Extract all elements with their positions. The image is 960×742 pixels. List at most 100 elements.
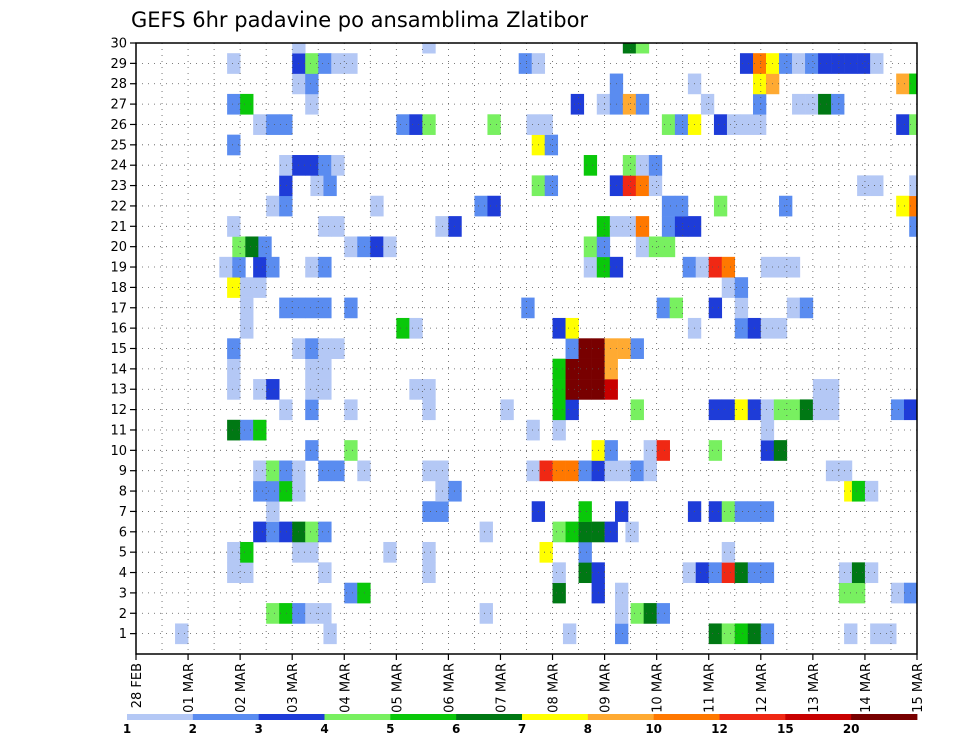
- legend-label: 6: [452, 722, 460, 736]
- heatmap-cell: [604, 338, 618, 359]
- x-tick-label: 11 MAR: [703, 663, 718, 713]
- heatmap-cell: [909, 216, 918, 237]
- heatmap-cell: [622, 175, 637, 197]
- heatmap-cell: [635, 175, 650, 197]
- heatmap-cell: [883, 623, 897, 645]
- heatmap-cell: [792, 53, 806, 74]
- heatmap-cell: [604, 379, 618, 400]
- heatmap-cell: [596, 216, 611, 237]
- heatmap-cell: [630, 460, 644, 482]
- x-tick-label: 10 MAR: [651, 663, 666, 713]
- heatmap-cell: [661, 216, 676, 237]
- heatmap-cell: [227, 358, 241, 380]
- heatmap-cell: [635, 93, 650, 115]
- heatmap-cell: [708, 399, 723, 421]
- y-tick-label: 6: [119, 525, 127, 540]
- heatmap-cell: [734, 399, 749, 421]
- heatmap-cell: [318, 603, 332, 624]
- heatmap-cell: [331, 53, 345, 74]
- heatmap-cell: [479, 521, 493, 543]
- y-tick-label: 30: [110, 37, 127, 52]
- heatmap-cell: [695, 562, 710, 584]
- heatmap-cell: [305, 297, 319, 319]
- heatmap-cell: [596, 256, 611, 278]
- heatmap-cell: [773, 399, 788, 421]
- legend-label: 1: [123, 722, 131, 736]
- heatmap-cell: [323, 623, 337, 645]
- heatmap-cell: [643, 603, 657, 624]
- y-tick-label: 12: [110, 403, 127, 418]
- heatmap-cell: [552, 358, 566, 380]
- heatmap-cell: [565, 358, 579, 380]
- heatmap-cell: [617, 338, 631, 359]
- heatmap-cell: [253, 521, 267, 543]
- heatmap-cell: [617, 460, 631, 482]
- heatmap-cell: [851, 562, 866, 584]
- x-tick-label: 04 MAR: [338, 663, 353, 713]
- legend-label: 10: [645, 722, 662, 736]
- y-tick-label: 9: [119, 464, 127, 479]
- legend-label: 7: [518, 722, 526, 736]
- heatmap-cell: [565, 317, 579, 339]
- heatmap-cell: [622, 216, 637, 237]
- heatmap-cell: [615, 582, 629, 604]
- heatmap-cell: [245, 236, 259, 258]
- y-tick-label: 29: [110, 57, 127, 72]
- y-tick-label: 21: [110, 220, 127, 235]
- heatmap-cell: [526, 419, 540, 441]
- heatmap-cell: [625, 521, 639, 543]
- heatmap-cell: [279, 460, 293, 482]
- heatmap-cell: [253, 460, 267, 482]
- y-tick-label: 27: [110, 98, 127, 113]
- x-axis: 28 FEB 01 MAR 02 MAR 03 MAR 04 MAR 05 MAR 06 M…: [130, 654, 926, 713]
- heatmap-cell: [331, 460, 345, 482]
- chart-title: GEFS 6hr padavine po ansamblima Zlatibor: [131, 8, 588, 32]
- heatmap-cell: [448, 216, 462, 237]
- y-tick-label: 2: [119, 607, 127, 622]
- heatmap-cell: [253, 277, 267, 298]
- heatmap-cell: [604, 358, 618, 380]
- heatmap-cell: [630, 603, 644, 624]
- heatmap-cell: [422, 43, 436, 54]
- x-tick-label: 05 MAR: [390, 663, 405, 713]
- heatmap-cell: [305, 338, 319, 359]
- heatmap-cell: [812, 379, 827, 400]
- heatmap-cell: [674, 114, 689, 135]
- heatmap-cell: [474, 195, 488, 217]
- heatmap-cell: [721, 256, 736, 278]
- heatmap-cell: [635, 236, 650, 258]
- y-tick-label: 7: [119, 505, 127, 520]
- heatmap-cell: [292, 43, 306, 54]
- y-tick-label: 28: [110, 77, 127, 92]
- y-tick-label: 5: [119, 546, 127, 561]
- heatmap-cell: [266, 480, 280, 502]
- y-tick-label: 4: [119, 566, 127, 581]
- heatmap-cell: [175, 623, 189, 645]
- heatmap-cell: [622, 43, 637, 54]
- heatmap-cell: [909, 195, 918, 217]
- legend-swatch: [324, 714, 391, 720]
- heatmap-cell: [760, 256, 775, 278]
- heatmap-cell: [544, 134, 559, 156]
- heatmap-cell: [279, 297, 293, 319]
- heatmap-cell: [318, 379, 332, 400]
- heatmap-cell: [630, 399, 644, 421]
- heatmap-cell: [622, 155, 637, 176]
- y-tick-label: 1: [119, 627, 127, 642]
- heatmap-cell: [448, 480, 462, 502]
- heatmap-cell: [305, 53, 319, 74]
- heatmap-cell: [583, 256, 598, 278]
- heatmap-cell: [526, 460, 540, 482]
- heatmap-cell: [344, 297, 358, 319]
- legend-label: 2: [189, 722, 197, 736]
- heatmap-cell: [240, 541, 254, 563]
- heatmap-cell: [227, 338, 241, 359]
- heatmap-cell: [253, 419, 267, 441]
- heatmap-cell: [779, 53, 793, 74]
- heatmap-cells: [175, 43, 918, 645]
- heatmap-cell: [539, 114, 553, 135]
- heatmap-cell: [838, 460, 853, 482]
- heatmap-cell: [318, 521, 332, 543]
- y-tick-label: 3: [119, 586, 127, 601]
- grid-lines: [136, 43, 917, 654]
